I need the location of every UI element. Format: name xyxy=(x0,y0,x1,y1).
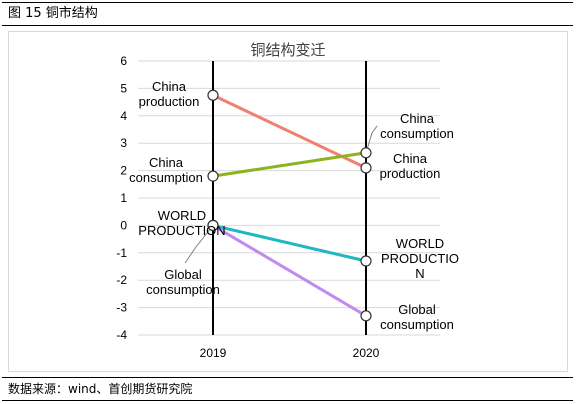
label-world-production-2020: WORLD PRODUCTIO N xyxy=(381,236,459,281)
label-china-production-2020: China production xyxy=(380,151,441,181)
y-tick-label: -4 xyxy=(116,328,127,342)
y-tick-label: 0 xyxy=(120,218,127,232)
series-line-wp xyxy=(212,223,367,263)
y-tick-label: -2 xyxy=(116,273,127,287)
label-china-consumption-2020: China consumption xyxy=(380,111,454,141)
y-tick-label: 5 xyxy=(120,81,127,95)
data-point-cc-2020 xyxy=(360,147,372,159)
data-point-gc-2020 xyxy=(360,310,372,322)
leader-china-consumption-2020 xyxy=(365,125,378,153)
label-global-consumption-2020: Global consumption xyxy=(380,302,454,332)
y-tick-label: -1 xyxy=(116,246,127,260)
chart-area-border xyxy=(8,31,568,372)
leader-global-2019 xyxy=(184,225,214,264)
data-point-cp-2019 xyxy=(207,89,219,101)
data-point-wp-2020 xyxy=(360,255,372,267)
label-global-consumption-2019: Global consumption xyxy=(146,267,220,297)
frame-bottom-rule xyxy=(2,400,573,401)
y-tick-label: 1 xyxy=(120,191,127,205)
series-line-cc xyxy=(212,151,367,178)
data-point-cc-2019 xyxy=(207,170,219,182)
label-china-consumption-2019: China consumption xyxy=(129,155,203,185)
x-tick-label: 2020 xyxy=(353,346,380,360)
source-note: 数据来源：wind、首创期货研究院 xyxy=(8,382,193,396)
data-point-cp-2020 xyxy=(360,162,372,174)
label-china-production-2019: China production xyxy=(139,79,200,109)
frame-caption-rule xyxy=(2,25,573,26)
y-tick-label: -3 xyxy=(116,301,127,315)
y-tick-label: 4 xyxy=(120,109,127,123)
series-line-gc xyxy=(212,224,367,318)
x-tick-label: 2019 xyxy=(200,346,227,360)
y-tick-label: 2 xyxy=(120,164,127,178)
figure-caption: 图 15 铜市结构 xyxy=(8,6,98,21)
chart-title: 铜结构变迁 xyxy=(250,41,325,59)
data-point-gc-2019 xyxy=(207,219,219,231)
y-tick-label: 3 xyxy=(120,136,127,150)
frame-top-rule xyxy=(2,2,573,3)
frame-source-rule xyxy=(2,377,573,378)
y-tick-label: 6 xyxy=(120,54,127,68)
label-world-production-2019: WORLD PRODUCTION xyxy=(138,208,225,238)
